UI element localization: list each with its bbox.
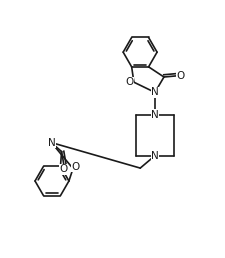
Text: O: O [59, 164, 68, 174]
Text: O: O [176, 71, 184, 81]
Text: N: N [47, 138, 55, 148]
Text: O: O [125, 77, 133, 87]
Text: N: N [150, 151, 158, 161]
Text: O: O [71, 162, 79, 172]
Text: N: N [150, 87, 158, 97]
Text: N: N [150, 110, 158, 120]
